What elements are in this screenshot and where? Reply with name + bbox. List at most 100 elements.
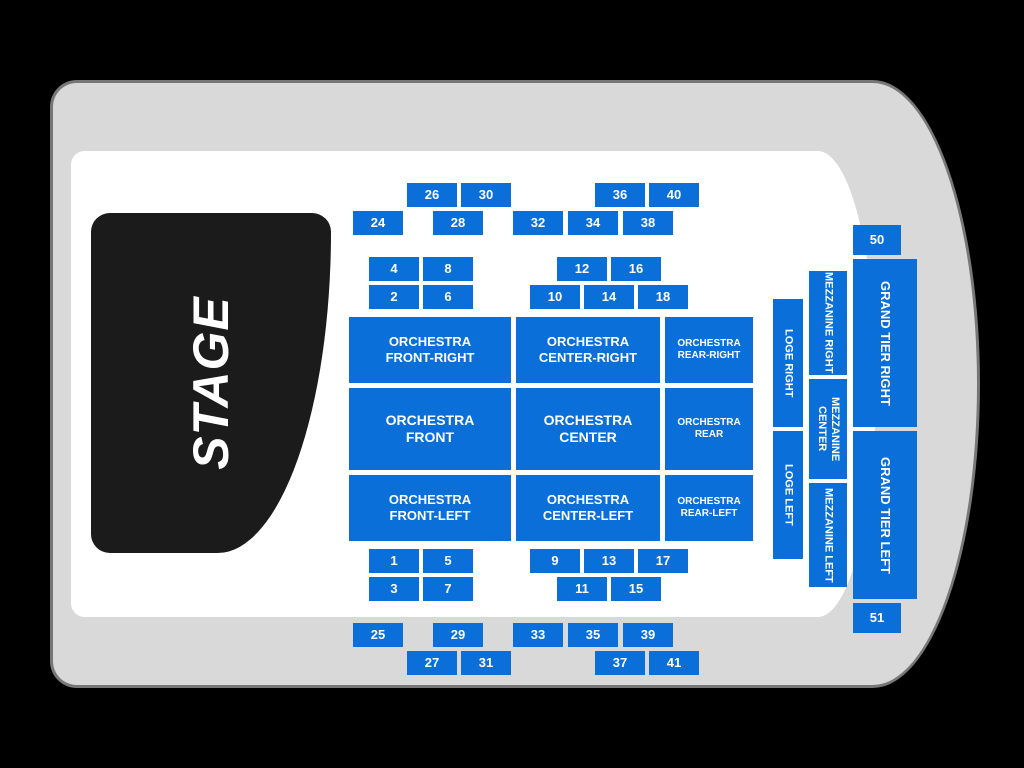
section-box-5[interactable]: 5	[423, 549, 473, 573]
section-orch-rear-right[interactable]: ORCHESTRAREAR-RIGHT	[665, 317, 753, 383]
section-mezz-left[interactable]: MEZZANINE LEFT	[809, 483, 847, 587]
section-orch-rear-left[interactable]: ORCHESTRAREAR-LEFT	[665, 475, 753, 541]
section-box-8[interactable]: 8	[423, 257, 473, 281]
section-label: 50	[870, 232, 884, 248]
section-orch-center-right[interactable]: ORCHESTRACENTER-RIGHT	[516, 317, 660, 383]
section-label: 14	[602, 289, 616, 305]
section-box-50[interactable]: 50	[853, 225, 901, 255]
section-label: 28	[451, 215, 465, 231]
section-box-25[interactable]: 25	[353, 623, 403, 647]
section-label: ORCHESTRAFRONT	[386, 412, 475, 446]
section-label: 16	[629, 261, 643, 277]
section-box-18[interactable]: 18	[638, 285, 688, 309]
section-mezz-right[interactable]: MEZZANINE RIGHT	[809, 271, 847, 375]
section-orch-rear[interactable]: ORCHESTRAREAR	[665, 388, 753, 470]
section-orch-front-right[interactable]: ORCHESTRAFRONT-RIGHT	[349, 317, 511, 383]
section-label: ORCHESTRACENTER-RIGHT	[539, 334, 637, 365]
section-label: ORCHESTRAREAR	[677, 417, 740, 441]
section-box-41[interactable]: 41	[649, 651, 699, 675]
section-box-27[interactable]: 27	[407, 651, 457, 675]
section-label: 33	[531, 627, 545, 643]
section-box-11[interactable]: 11	[557, 577, 607, 601]
section-label: 24	[371, 215, 385, 231]
section-label: 25	[371, 627, 385, 643]
section-label: ORCHESTRACENTER	[544, 412, 633, 446]
section-label: 38	[641, 215, 655, 231]
section-box-40[interactable]: 40	[649, 183, 699, 207]
section-grand-left[interactable]: GRAND TIER LEFT	[853, 431, 917, 599]
section-label: LOGE LEFT	[781, 464, 794, 526]
section-orch-front-left[interactable]: ORCHESTRAFRONT-LEFT	[349, 475, 511, 541]
section-box-16[interactable]: 16	[611, 257, 661, 281]
section-label: 35	[586, 627, 600, 643]
section-label: 11	[575, 581, 589, 597]
section-box-1[interactable]: 1	[369, 549, 419, 573]
section-label: 9	[551, 553, 558, 569]
section-label: ORCHESTRAFRONT-RIGHT	[386, 334, 475, 365]
section-box-17[interactable]: 17	[638, 549, 688, 573]
section-label: 31	[479, 655, 493, 671]
section-label: 36	[613, 187, 627, 203]
section-label: 18	[656, 289, 670, 305]
section-label: 3	[390, 581, 397, 597]
section-label: 26	[425, 187, 439, 203]
section-box-30[interactable]: 30	[461, 183, 511, 207]
stage-label: STAGE	[182, 296, 240, 470]
section-box-4[interactable]: 4	[369, 257, 419, 281]
section-box-13[interactable]: 13	[584, 549, 634, 573]
section-box-36[interactable]: 36	[595, 183, 645, 207]
section-box-28[interactable]: 28	[433, 211, 483, 235]
section-box-33[interactable]: 33	[513, 623, 563, 647]
section-grand-right[interactable]: GRAND TIER RIGHT	[853, 259, 917, 427]
section-label: GRAND TIER LEFT	[877, 457, 893, 574]
section-box-9[interactable]: 9	[530, 549, 580, 573]
section-box-37[interactable]: 37	[595, 651, 645, 675]
section-label: 10	[548, 289, 562, 305]
section-label: 8	[444, 261, 451, 277]
section-box-7[interactable]: 7	[423, 577, 473, 601]
section-label: 39	[641, 627, 655, 643]
section-label: GRAND TIER RIGHT	[877, 281, 893, 406]
section-label: MEZZANINE LEFT	[821, 488, 834, 583]
section-box-35[interactable]: 35	[568, 623, 618, 647]
section-box-31[interactable]: 31	[461, 651, 511, 675]
section-box-38[interactable]: 38	[623, 211, 673, 235]
venue-outline: STAGE 26303640242832343848121626101418OR…	[50, 80, 980, 688]
section-label: 29	[451, 627, 465, 643]
section-orch-center[interactable]: ORCHESTRACENTER	[516, 388, 660, 470]
section-mezz-center[interactable]: MEZZANINE CENTER	[809, 379, 847, 479]
section-box-32[interactable]: 32	[513, 211, 563, 235]
section-box-34[interactable]: 34	[568, 211, 618, 235]
section-label: 13	[602, 553, 616, 569]
section-label: 4	[390, 261, 397, 277]
section-box-51[interactable]: 51	[853, 603, 901, 633]
section-label: 34	[586, 215, 600, 231]
section-label: 1	[390, 553, 397, 569]
section-loge-left[interactable]: LOGE LEFT	[773, 431, 803, 559]
section-label: 37	[613, 655, 627, 671]
section-loge-right[interactable]: LOGE RIGHT	[773, 299, 803, 427]
section-orch-center-left[interactable]: ORCHESTRACENTER-LEFT	[516, 475, 660, 541]
section-box-29[interactable]: 29	[433, 623, 483, 647]
section-label: 6	[444, 289, 451, 305]
section-box-12[interactable]: 12	[557, 257, 607, 281]
section-box-3[interactable]: 3	[369, 577, 419, 601]
section-label: ORCHESTRAREAR-RIGHT	[677, 338, 740, 362]
section-box-15[interactable]: 15	[611, 577, 661, 601]
section-label: 32	[531, 215, 545, 231]
section-box-26[interactable]: 26	[407, 183, 457, 207]
section-box-24[interactable]: 24	[353, 211, 403, 235]
section-label: 5	[444, 553, 451, 569]
section-label: 41	[667, 655, 681, 671]
section-box-39[interactable]: 39	[623, 623, 673, 647]
section-label: 7	[444, 581, 451, 597]
section-box-14[interactable]: 14	[584, 285, 634, 309]
section-label: 15	[629, 581, 643, 597]
section-label: 17	[656, 553, 670, 569]
section-label: ORCHESTRAREAR-LEFT	[677, 496, 740, 520]
section-box-6[interactable]: 6	[423, 285, 473, 309]
section-box-10[interactable]: 10	[530, 285, 580, 309]
section-label: 12	[575, 261, 589, 277]
section-orch-front[interactable]: ORCHESTRAFRONT	[349, 388, 511, 470]
section-box-2[interactable]: 2	[369, 285, 419, 309]
